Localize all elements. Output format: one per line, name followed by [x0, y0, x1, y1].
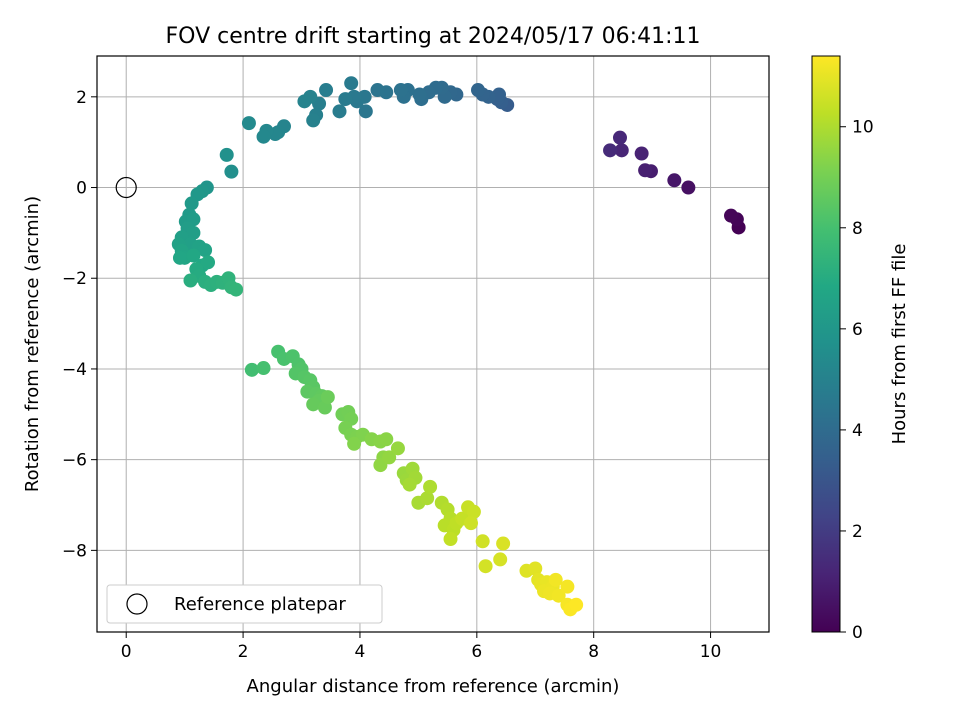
data-point — [390, 441, 405, 456]
data-point — [183, 273, 198, 288]
data-point — [634, 146, 649, 161]
y-axis-label: Rotation from reference (arcmin) — [22, 196, 43, 492]
data-point — [184, 196, 199, 211]
data-point — [320, 390, 335, 405]
x-tick-label: 6 — [471, 642, 482, 662]
colorbar-tick-label: 10 — [852, 118, 874, 138]
reference-marker — [115, 176, 137, 199]
data-point — [724, 208, 739, 223]
data-point — [492, 87, 507, 102]
data-point — [667, 173, 682, 188]
data-point — [229, 282, 244, 297]
x-tick-label: 0 — [121, 642, 132, 662]
data-point — [201, 255, 216, 270]
x-tick-label: 2 — [238, 642, 249, 662]
y-tick-label: −2 — [62, 269, 87, 289]
data-point — [219, 147, 234, 162]
data-point — [423, 479, 438, 494]
data-point — [551, 588, 566, 603]
data-point — [358, 104, 373, 119]
data-point — [379, 432, 394, 447]
plot-frame — [96, 55, 770, 633]
data-point — [244, 362, 259, 377]
data-point — [466, 504, 481, 519]
x-axis-label: Angular distance from reference (arcmin) — [247, 676, 620, 697]
data-point — [402, 477, 417, 492]
data-point — [347, 436, 362, 451]
data-point — [493, 552, 508, 567]
data-point — [332, 104, 347, 119]
legend-box — [106, 584, 383, 624]
data-points — [171, 76, 746, 617]
data-point — [319, 83, 334, 98]
x-tick-label: 10 — [700, 642, 722, 662]
colorbar-tick-label: 4 — [852, 421, 863, 441]
colorbar-tick-label: 6 — [852, 320, 863, 340]
colorbar: 0 2 4 6 8 10 Hours from first FF file — [811, 55, 910, 643]
y-tick-label: 2 — [76, 88, 87, 108]
data-point — [420, 491, 435, 506]
data-point — [306, 397, 321, 412]
data-point — [443, 532, 458, 547]
data-point — [198, 243, 213, 258]
data-point — [256, 361, 271, 376]
data-point — [496, 536, 511, 551]
data-point — [470, 83, 485, 98]
data-point — [463, 516, 478, 531]
data-point — [475, 534, 490, 549]
legend-marker-reference — [126, 593, 148, 615]
data-point — [612, 130, 627, 145]
data-point — [344, 76, 359, 91]
y-tick-label: 0 — [76, 179, 87, 199]
reference-point — [115, 176, 137, 199]
data-point — [393, 83, 408, 98]
y-tick-label: −4 — [62, 360, 87, 380]
plot-area — [97, 56, 769, 632]
data-point — [306, 113, 321, 128]
x-axis-ticks: 0 2 4 6 8 10 — [121, 632, 722, 662]
x-tick-label: 8 — [588, 642, 599, 662]
legend: Reference platepar — [106, 584, 383, 624]
data-point — [224, 164, 239, 179]
data-point — [172, 250, 187, 265]
data-point — [548, 572, 563, 587]
data-point — [603, 143, 618, 158]
data-point — [478, 559, 493, 574]
colorbar-ticks: 0 2 4 6 8 10 — [840, 118, 874, 643]
data-point — [241, 116, 256, 131]
data-point — [569, 597, 584, 612]
data-point — [256, 129, 271, 144]
data-point — [638, 163, 653, 178]
data-point — [412, 87, 427, 102]
y-tick-label: −6 — [62, 451, 87, 471]
y-axis-ticks: −8 −6 −4 −2 0 2 — [62, 88, 97, 561]
data-point — [370, 83, 385, 98]
data-point — [297, 94, 312, 109]
data-point — [186, 248, 201, 263]
legend-label-reference: Reference platepar — [174, 594, 346, 615]
data-point — [338, 92, 353, 107]
data-point — [528, 561, 543, 576]
chart-title: FOV centre drift starting at 2024/05/17 … — [166, 24, 701, 49]
data-point — [614, 143, 629, 158]
colorbar-gradient — [811, 55, 841, 633]
colorbar-tick-label: 2 — [852, 522, 863, 542]
colorbar-label: Hours from first FF file — [889, 244, 910, 445]
data-point — [560, 579, 575, 594]
data-point — [681, 180, 696, 195]
colorbar-tick-label: 8 — [852, 219, 863, 239]
x-tick-label: 4 — [355, 642, 366, 662]
y-tick-label: −8 — [62, 541, 87, 561]
data-point — [186, 225, 201, 240]
colorbar-tick-label: 0 — [852, 623, 863, 643]
data-point — [382, 450, 397, 465]
